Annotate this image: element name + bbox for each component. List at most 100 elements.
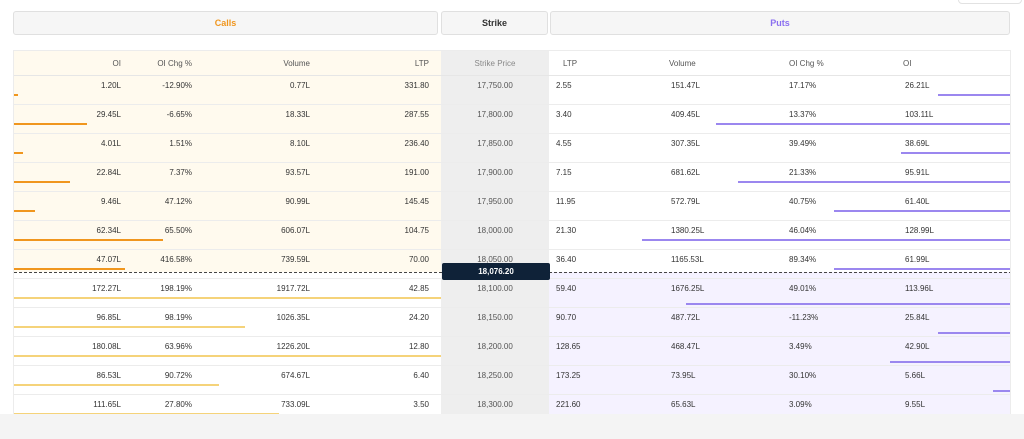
- puts-oi-cell: 5.66L: [905, 371, 926, 380]
- calls-oi-chg-cell: 47.12%: [164, 197, 192, 206]
- calls-ltp-cell: 331.80: [404, 81, 429, 90]
- calls-oi-cell: 4.01L: [100, 139, 121, 148]
- calls-volume-cell: 606.07L: [281, 226, 310, 235]
- strike-price-cell: 18,150.00: [477, 313, 513, 322]
- col-header-calls-oi-chg[interactable]: OI Chg %: [157, 59, 192, 68]
- calls-oi-cell: 86.53L: [96, 371, 121, 380]
- calls-oi-bar: [14, 413, 279, 414]
- calls-oi-bar: [14, 123, 87, 125]
- puts-ltp-cell: 36.40: [556, 255, 577, 264]
- strike-header-button[interactable]: Strike: [441, 11, 548, 35]
- option-row[interactable]: 172.27L 198.19% 1917.72L 42.85 18,100.00 59.4…: [14, 279, 1010, 308]
- puts-oi-chg-cell: 17.17%: [789, 81, 817, 90]
- strike-price-cell: 17,800.00: [477, 110, 513, 119]
- puts-volume-cell: 572.79L: [671, 197, 700, 206]
- puts-oi-chg-cell: 40.75%: [789, 197, 817, 206]
- puts-oi-cell: 61.40L: [905, 197, 930, 206]
- col-header-calls-ltp[interactable]: LTP: [414, 59, 429, 68]
- col-header-strike-price[interactable]: Strike Price: [474, 59, 516, 68]
- col-header-calls-volume[interactable]: Volume: [283, 59, 310, 68]
- puts-oi-cell: 95.91L: [905, 168, 930, 177]
- col-header-puts-oi-chg[interactable]: OI Chg %: [789, 59, 824, 68]
- puts-volume-cell: 307.35L: [671, 139, 700, 148]
- option-row[interactable]: 111.65L 27.80% 733.09L 3.50 18,300.00 221.60 6…: [14, 395, 1010, 414]
- calls-volume-cell: 8.10L: [289, 139, 310, 148]
- option-row[interactable]: 29.45L -6.65% 18.33L 287.55 17,800.00 3.40 409…: [14, 105, 1010, 134]
- calls-oi-bar: [14, 384, 219, 386]
- puts-oi-bar: [938, 94, 1010, 96]
- option-row[interactable]: 4.01L 1.51% 8.10L 236.40 17,850.00 4.55 307.35…: [14, 134, 1010, 163]
- puts-ltp-cell: 221.60: [556, 400, 581, 409]
- option-row[interactable]: 62.34L 65.50% 606.07L 104.75 18,000.00 21.30 1…: [14, 221, 1010, 250]
- option-row[interactable]: 86.53L 90.72% 674.67L 6.40 18,250.00 173.25 73…: [14, 366, 1010, 395]
- puts-oi-cell: 61.99L: [905, 255, 930, 264]
- calls-ltp-cell: 191.00: [404, 168, 429, 177]
- puts-volume-cell: 1676.25L: [671, 284, 705, 293]
- calls-header-button[interactable]: Calls: [13, 11, 438, 35]
- puts-oi-chg-cell: 3.09%: [789, 400, 812, 409]
- strike-price-cell: 17,750.00: [477, 81, 513, 90]
- strike-column-shading: [441, 51, 549, 414]
- puts-ltp-cell: 3.40: [556, 110, 572, 119]
- puts-volume-cell: 73.95L: [671, 371, 696, 380]
- calls-oi-cell: 62.34L: [96, 226, 121, 235]
- option-row[interactable]: 96.85L 98.19% 1026.35L 24.20 18,150.00 90.70 4…: [14, 308, 1010, 337]
- calls-volume-cell: 90.99L: [285, 197, 310, 206]
- calls-oi-cell: 111.65L: [93, 400, 121, 409]
- calls-volume-cell: 733.09L: [281, 400, 310, 409]
- calls-ltp-cell: 42.85: [408, 284, 429, 293]
- calls-oi-cell: 9.46L: [100, 197, 121, 206]
- option-row[interactable]: 9.46L 47.12% 90.99L 145.45 17,950.00 11.95 572…: [14, 192, 1010, 221]
- puts-header-button[interactable]: Puts: [550, 11, 1010, 35]
- puts-oi-cell: 38.69L: [905, 139, 930, 148]
- puts-itm-shading: [549, 272, 1010, 414]
- calls-oi-cell: 47.07L: [96, 255, 121, 264]
- calls-oi-chg-cell: 65.50%: [164, 226, 192, 235]
- calls-ltp-cell: 236.40: [404, 139, 429, 148]
- top-right-control[interactable]: [958, 0, 1022, 4]
- footer-strip: [0, 414, 1024, 439]
- calls-ltp-cell: 6.40: [413, 371, 429, 380]
- calls-oi-chg-cell: 198.19%: [160, 284, 192, 293]
- strike-price-cell: 17,950.00: [477, 197, 513, 206]
- puts-oi-chg-cell: 13.37%: [789, 110, 817, 119]
- option-row[interactable]: 1.20L -12.90% 0.77L 331.80 17,750.00 2.55 151.…: [14, 76, 1010, 105]
- strike-price-cell: 18,100.00: [477, 284, 513, 293]
- strike-price-cell: 18,250.00: [477, 371, 513, 380]
- puts-oi-chg-cell: 46.04%: [789, 226, 817, 235]
- option-row[interactable]: 180.08L 63.96% 1226.20L 12.80 18,200.00 128.6…: [14, 337, 1010, 366]
- puts-oi-bar: [834, 210, 1010, 212]
- col-header-puts-oi[interactable]: OI: [903, 59, 912, 68]
- puts-oi-chg-cell: 21.33%: [789, 168, 817, 177]
- puts-oi-chg-cell: 3.49%: [789, 342, 812, 351]
- calls-volume-cell: 1917.72L: [276, 284, 310, 293]
- puts-oi-cell: 113.96L: [905, 284, 934, 293]
- col-header-puts-volume[interactable]: Volume: [669, 59, 696, 68]
- puts-ltp-cell: 11.95: [556, 197, 576, 206]
- puts-oi-bar: [993, 390, 1010, 392]
- puts-oi-cell: 9.55L: [905, 400, 926, 409]
- col-header-puts-ltp[interactable]: LTP: [563, 59, 578, 68]
- puts-oi-cell: 26.21L: [905, 81, 930, 90]
- calls-oi-bar: [14, 297, 441, 299]
- calls-volume-cell: 1226.20L: [276, 342, 310, 351]
- calls-oi-bar: [14, 355, 441, 357]
- puts-oi-bar: [834, 268, 1010, 270]
- puts-oi-bar: [716, 123, 1010, 125]
- calls-oi-bar: [14, 181, 70, 183]
- puts-volume-cell: 151.47L: [671, 81, 700, 90]
- spot-price-badge: 18,076.20: [442, 263, 550, 280]
- column-header-row: OI OI Chg % Volume LTP Strike Price LTP …: [14, 51, 1010, 76]
- calls-oi-bar: [14, 152, 23, 154]
- calls-oi-bar: [14, 326, 245, 328]
- puts-oi-chg-cell: 89.34%: [789, 255, 817, 264]
- calls-oi-chg-cell: -6.65%: [166, 110, 192, 119]
- option-row[interactable]: 22.84L 7.37% 93.57L 191.00 17,900.00 7.15 681.…: [14, 163, 1010, 192]
- calls-volume-cell: 0.77L: [289, 81, 310, 90]
- calls-oi-chg-cell: 416.58%: [160, 255, 192, 264]
- col-header-calls-oi[interactable]: OI: [112, 59, 121, 68]
- puts-oi-cell: 103.11L: [905, 110, 934, 119]
- strike-price-cell: 17,850.00: [477, 139, 513, 148]
- calls-ltp-cell: 12.80: [408, 342, 429, 351]
- calls-oi-cell: 96.85L: [96, 313, 121, 322]
